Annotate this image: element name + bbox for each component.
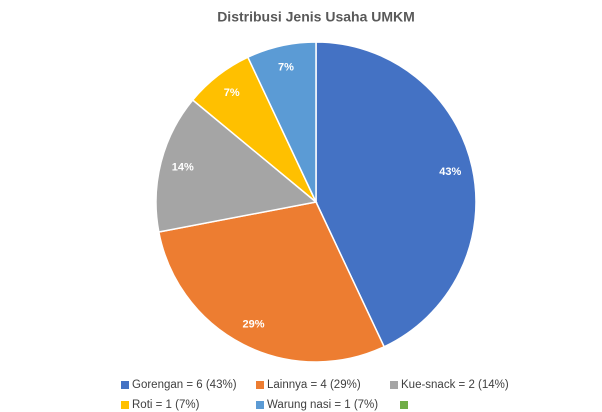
pie-slice — [315, 41, 477, 348]
data-label: 7% — [224, 87, 240, 99]
pie-slice — [157, 201, 386, 363]
legend-swatch — [400, 401, 408, 409]
legend-swatch — [390, 381, 398, 389]
data-label: 43% — [439, 166, 461, 178]
legend-swatch — [256, 401, 264, 409]
legend-swatch — [121, 401, 129, 409]
legend-label: Kue-snack = 2 (14%) — [401, 379, 509, 391]
legend-swatch — [256, 381, 264, 389]
legend-label: Roti = 1 (7%) — [132, 399, 200, 411]
pie-slice — [155, 98, 318, 233]
pie-slice — [246, 41, 317, 203]
legend-label: Lainnya = 4 (29%) — [267, 379, 361, 391]
legend-label: Gorengan = 6 (43%) — [132, 379, 237, 391]
chart-title: Distribusi Jenis Usaha UMKM — [217, 9, 415, 25]
data-label: 7% — [278, 62, 294, 74]
legend-label: Warung nasi = 1 (7%) — [267, 399, 378, 411]
data-label: 14% — [172, 162, 194, 174]
legend-swatch — [121, 381, 129, 389]
data-label: 29% — [243, 319, 265, 331]
